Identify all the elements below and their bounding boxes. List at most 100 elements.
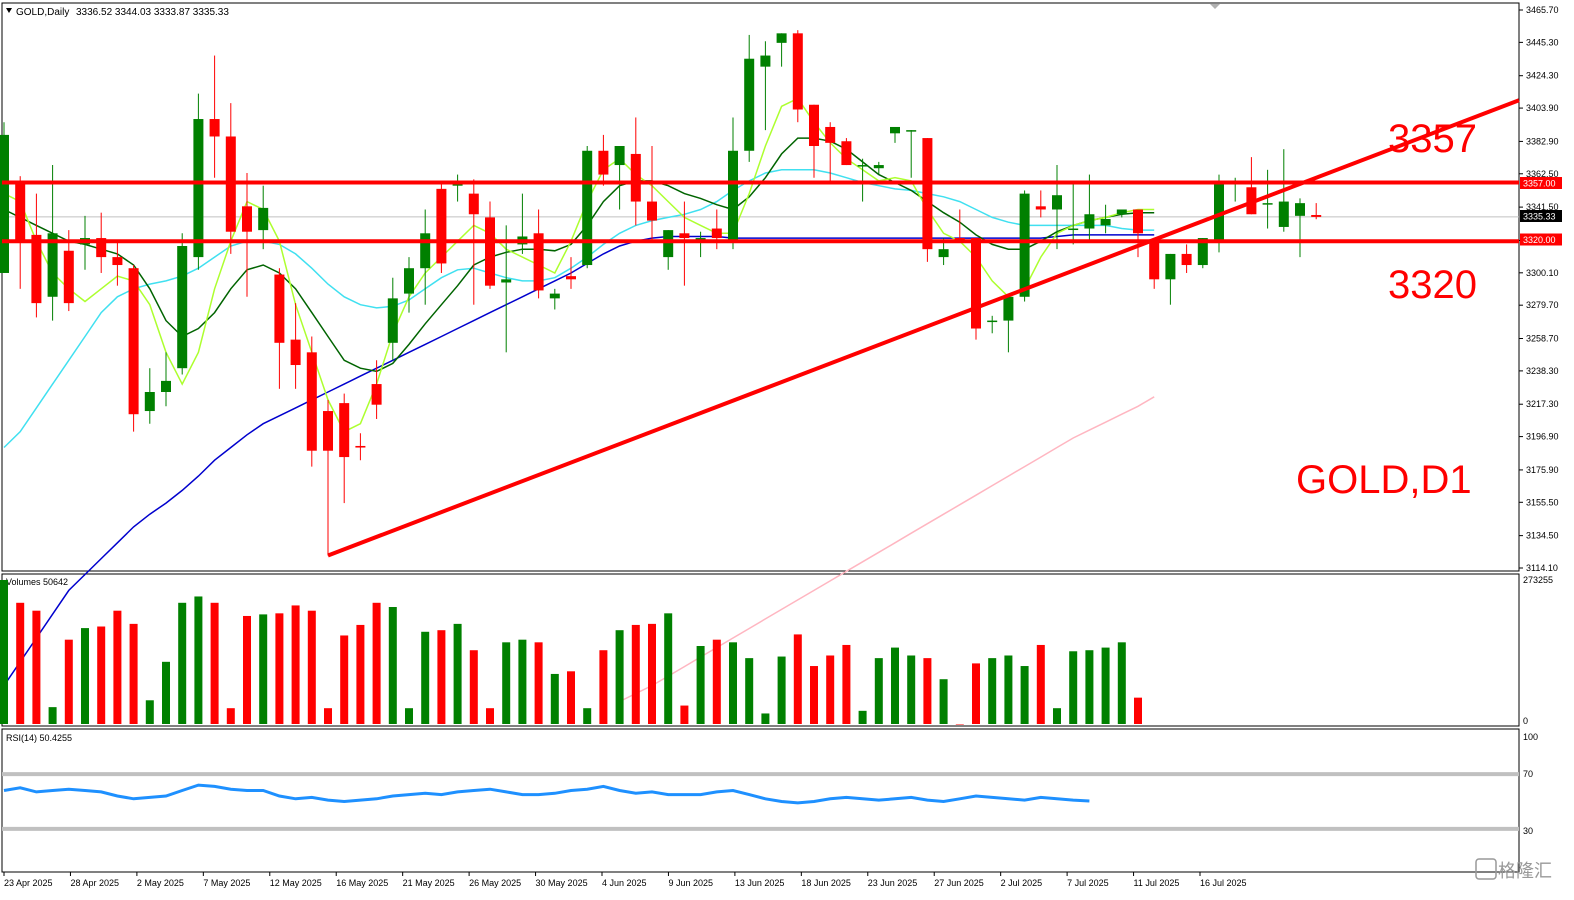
- volume-bar: [696, 646, 705, 724]
- candle-body: [387, 298, 398, 343]
- price-tick-label: 3279.70: [1526, 300, 1559, 310]
- candle-body: [420, 233, 431, 269]
- candle-body: [128, 268, 139, 415]
- resistance-annotation: 3357: [1388, 117, 1477, 161]
- candle-body: [630, 153, 641, 202]
- volume-bar: [955, 724, 964, 725]
- candle-body: [15, 184, 26, 240]
- volume-bar: [988, 658, 997, 724]
- candle-body: [1149, 241, 1160, 280]
- volume-bar: [48, 707, 57, 724]
- candle-body: [841, 141, 852, 166]
- date-axis: 23 Apr 2025 28 Apr 2025 2 May 2025 7 May 20…: [3, 872, 1247, 888]
- volume-bar: [32, 610, 41, 724]
- candle-body: [306, 352, 317, 451]
- candle-body: [711, 228, 722, 239]
- volume-bar: [356, 624, 365, 724]
- main-panel-border: [1, 2, 1520, 572]
- candle-body: [744, 58, 755, 151]
- rsi-layer: [2, 772, 1519, 831]
- volume-bar: [1085, 650, 1094, 724]
- candle-body: [1052, 195, 1062, 210]
- date-tick-label: 7 Jul 2025: [1067, 878, 1109, 888]
- volume-bar: [259, 614, 268, 724]
- candle-body: [598, 150, 609, 175]
- price-tick-label: 3238.30: [1526, 366, 1559, 376]
- volume-bar: [340, 635, 349, 724]
- current-price-tag-label: 3335.33: [1523, 212, 1556, 222]
- watermark-logo-icon: [1475, 858, 1497, 880]
- candle-body: [1003, 296, 1014, 321]
- candle-body: [809, 104, 819, 147]
- candle-body: [1035, 206, 1046, 210]
- volume-bar: [745, 658, 754, 724]
- volume-bar: [1004, 655, 1013, 724]
- date-tick-label: 13 Jun 2025: [735, 878, 785, 888]
- candle-body: [161, 380, 171, 392]
- candle-body: [1165, 253, 1176, 280]
- dropdown-arrow-icon[interactable]: [6, 8, 12, 13]
- price-tick-label: 3217.30: [1526, 399, 1559, 409]
- volume-bar: [972, 663, 980, 724]
- candle-body: [938, 249, 949, 258]
- date-tick-label: 28 Apr 2025: [70, 878, 119, 888]
- volume-bar: [664, 613, 673, 724]
- price-tick-label: 3175.90: [1526, 465, 1559, 475]
- volume-bar: [534, 642, 543, 724]
- volume-bar: [129, 623, 138, 724]
- candle-body: [776, 33, 787, 43]
- candle-body: [1197, 238, 1208, 266]
- volume-bar: [648, 623, 656, 724]
- date-tick-label: 30 May 2025: [536, 878, 588, 888]
- price-tick-label: 3465.70: [1526, 5, 1559, 15]
- date-tick-label: 23 Jun 2025: [868, 878, 918, 888]
- price-tick-label: 3155.50: [1526, 497, 1559, 507]
- candle-body: [728, 150, 738, 242]
- volume-bar: [437, 630, 446, 724]
- volume-bar: [615, 630, 624, 724]
- candle-body: [96, 238, 107, 258]
- volume-panel-border: [1, 573, 1520, 727]
- date-tick-label: 7 May 2025: [203, 878, 250, 888]
- volume-axis-max: 273255: [1523, 575, 1553, 585]
- candle-body: [468, 193, 479, 215]
- volume-bar: [1069, 651, 1078, 724]
- candle-body: [63, 250, 74, 304]
- candle-body: [1181, 253, 1192, 266]
- volume-bar: [64, 639, 73, 724]
- volume-bar: [631, 624, 640, 724]
- date-tick-label: 16 Jul 2025: [1200, 878, 1247, 888]
- candle-body: [1262, 203, 1273, 205]
- candle-body: [971, 238, 981, 329]
- candle-body: [533, 233, 544, 291]
- volume-bar: [1036, 644, 1045, 724]
- date-tick-label: 21 May 2025: [403, 878, 455, 888]
- candle-body: [890, 126, 900, 134]
- candle-body: [1133, 209, 1143, 234]
- candle-body: [47, 233, 58, 297]
- watermark: 格隆汇: [1475, 858, 1552, 881]
- support-price-tag-label: 3320.00: [1523, 235, 1556, 245]
- volume-bar: [194, 596, 203, 724]
- chart-shift-marker[interactable]: [1210, 4, 1220, 9]
- volume-bar: [810, 666, 818, 724]
- volume-bar: [97, 626, 106, 724]
- volume-bar: [1134, 697, 1142, 724]
- candle-body: [906, 130, 917, 132]
- volume-bar: [453, 623, 462, 724]
- symbol-label: GOLD,Daily: [16, 7, 69, 18]
- candle-body: [1019, 193, 1030, 297]
- candle-body: [1214, 182, 1224, 242]
- date-tick-label: 12 May 2025: [270, 878, 322, 888]
- volume-bar: [162, 661, 170, 724]
- date-tick-label: 11 Jul 2025: [1134, 878, 1180, 888]
- price-tick-label: 3382.90: [1526, 136, 1559, 146]
- candle-body: [987, 320, 998, 323]
- candle-body: [825, 126, 836, 143]
- volume-bar: [275, 613, 284, 724]
- candle-body: [501, 279, 512, 283]
- candle-body: [873, 165, 884, 169]
- ma-cyan-line: [3, 169, 1155, 449]
